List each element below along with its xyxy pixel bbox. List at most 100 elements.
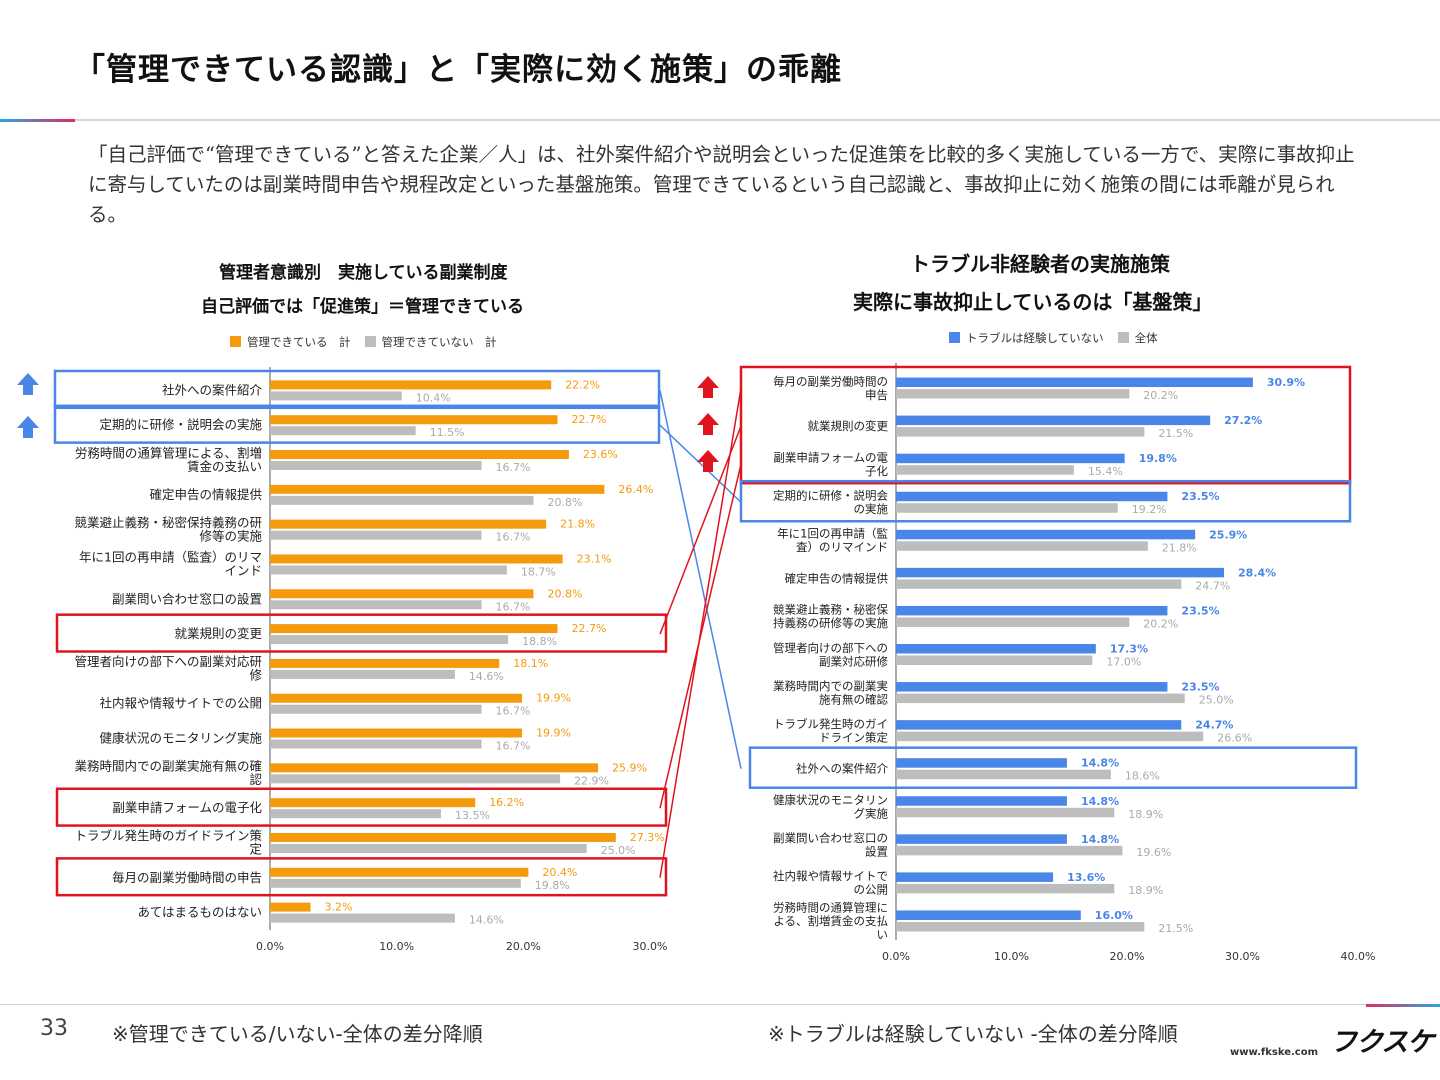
category-label: 管理者向けの部下への — [773, 641, 888, 655]
header-divider — [0, 119, 1440, 121]
bar-series-2 — [270, 704, 482, 714]
x-tick-label: 0.0% — [882, 950, 910, 963]
data-label-series-2: 18.8% — [522, 635, 557, 648]
left-legend: 管理できている 計 管理できていない 計 — [230, 334, 497, 350]
data-label-series-2: 14.6% — [469, 914, 504, 927]
connector-line — [659, 425, 742, 635]
data-label-series-1: 16.0% — [1095, 909, 1133, 922]
category-label: 業務時間内での副業実 — [773, 679, 888, 693]
category-label: よる、割増賃金の支払 — [773, 914, 888, 928]
data-label-series-1: 20.8% — [547, 587, 582, 600]
data-label-series-2: 16.7% — [496, 600, 531, 613]
category-label: 確定申告の情報提供 — [149, 487, 262, 502]
bar-series-1 — [896, 415, 1211, 426]
bar-series-2 — [896, 845, 1123, 856]
page-title: 「管理できている認識」と「実際に効く施策」の乖離 — [74, 52, 842, 88]
data-label-series-1: 13.6% — [1067, 871, 1105, 884]
bar-series-2 — [270, 739, 482, 749]
data-label-series-1: 30.9% — [1267, 376, 1305, 389]
data-label-series-1: 22.2% — [565, 378, 600, 391]
data-label-series-2: 26.6% — [1217, 732, 1252, 745]
bar-series-1 — [896, 567, 1225, 578]
category-label: 競業避止義務・秘密保 — [773, 603, 888, 617]
note-left: ※管理できている/いない-全体の差分降順 — [112, 1022, 483, 1046]
data-label-series-2: 10.4% — [416, 391, 451, 404]
right-highlight-red — [739, 365, 1352, 485]
bar-series-1 — [270, 763, 599, 773]
bar-series-2 — [270, 774, 561, 784]
bar-series-2 — [896, 693, 1185, 704]
data-label-series-2: 15.4% — [1088, 465, 1123, 478]
right-legend: トラブルは経験していない 全体 — [949, 330, 1158, 346]
left-highlight-red — [55, 613, 668, 653]
left-chart-title: 管理者意識別 実施している副業制度 — [219, 263, 508, 283]
bar-series-2 — [896, 807, 1115, 818]
data-label-series-2: 13.5% — [455, 809, 490, 822]
category-label: 競業避止義務・秘密保持義務の研 — [74, 515, 262, 530]
x-tick-label: 40.0% — [1341, 950, 1376, 963]
bar-series-1 — [270, 867, 529, 877]
category-label: 持義務の研修等の実施 — [773, 616, 888, 630]
connector-line — [659, 387, 742, 878]
bar-series-1 — [270, 415, 558, 425]
bar-series-2 — [896, 731, 1204, 742]
left-highlight-red — [55, 857, 668, 897]
data-label-series-2: 21.5% — [1158, 922, 1193, 935]
bar-series-1 — [270, 693, 523, 703]
data-label-series-2: 22.9% — [574, 774, 609, 787]
data-label-series-1: 23.5% — [1181, 490, 1219, 503]
data-label-series-1: 19.8% — [1139, 452, 1177, 465]
category-label: 修等の実施 — [199, 528, 262, 543]
bar-series-1 — [896, 529, 1196, 540]
category-label: 毎月の副業労働時間の申告 — [112, 870, 262, 885]
bar-series-2 — [896, 503, 1118, 513]
x-tick-label: 20.0% — [1110, 950, 1145, 963]
category-label: 設置 — [865, 845, 888, 859]
category-label: 就業規則の変更 — [808, 419, 889, 433]
data-label-series-1: 26.4% — [618, 483, 653, 496]
category-label: 健康状況のモニタリング実施 — [99, 731, 262, 746]
up-arrow-icon — [17, 416, 39, 438]
bar-series-2 — [896, 427, 1145, 437]
bar-series-2 — [270, 600, 482, 610]
bar-series-1 — [270, 589, 534, 599]
category-label: 労務時間の通算管理による、割増 — [75, 445, 262, 460]
bar-series-2 — [896, 655, 1093, 665]
data-label-series-1: 14.8% — [1081, 833, 1119, 846]
description: 「自己評価で“管理できている”と答えた企業／人」は、社外案件紹介や説明会といった… — [88, 143, 1355, 226]
bar-series-1 — [896, 834, 1067, 844]
bar-series-2 — [270, 495, 534, 505]
header-accent — [0, 119, 75, 122]
category-label: 労務時間の通算管理に — [773, 900, 888, 914]
footer-divider — [0, 1004, 1440, 1005]
x-tick-label: 10.0% — [379, 940, 414, 953]
data-label-series-2: 19.2% — [1132, 503, 1167, 516]
category-label: 副業問い合わせ窓口の設置 — [112, 591, 262, 606]
category-label: 副業問い合わせ窓口の — [773, 831, 888, 845]
data-label-series-1: 17.3% — [1110, 643, 1148, 656]
data-label-series-1: 22.7% — [572, 622, 607, 635]
brand-logo: フクスケ — [1330, 1027, 1434, 1058]
x-tick-label: 10.0% — [994, 950, 1029, 963]
bar-series-1 — [896, 605, 1168, 616]
bar-series-1 — [270, 554, 563, 564]
category-label: 副業対応研修 — [819, 654, 888, 668]
bar-series-1 — [896, 796, 1067, 806]
category-label: の実施 — [854, 502, 889, 516]
data-label-series-1: 20.4% — [542, 866, 577, 879]
data-label-series-1: 27.2% — [1224, 414, 1262, 427]
data-label-series-2: 18.7% — [521, 565, 556, 578]
data-label-series-2: 19.6% — [1136, 846, 1171, 859]
bar-series-1 — [896, 644, 1096, 654]
legend-item-no-trouble: トラブルは経験していない — [949, 330, 1104, 346]
data-label-series-2: 14.6% — [469, 670, 504, 683]
data-label-series-1: 3.2% — [325, 901, 353, 914]
x-tick-label: 0.0% — [256, 940, 284, 953]
data-label-series-2: 16.7% — [496, 740, 531, 753]
data-label-series-2: 24.7% — [1195, 579, 1230, 592]
data-label-series-2: 19.8% — [535, 879, 570, 892]
data-label-series-1: 23.6% — [583, 448, 618, 461]
left-highlight-red — [55, 787, 668, 827]
data-label-series-1: 19.9% — [536, 727, 571, 740]
category-label: 子化 — [865, 464, 888, 478]
